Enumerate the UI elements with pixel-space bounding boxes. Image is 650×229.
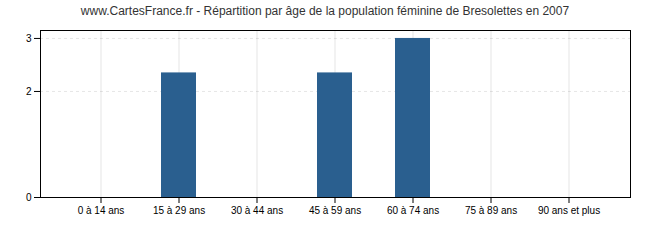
svg-text:2: 2 bbox=[26, 86, 32, 97]
svg-text:90 ans et plus: 90 ans et plus bbox=[538, 205, 600, 216]
html-text:www.CartesFrance.fr - Répartit: www.CartesFrance.fr - Répartition par âg… bbox=[80, 4, 570, 18]
svg-text:15 à 29 ans: 15 à 29 ans bbox=[153, 205, 205, 216]
svg-text:0 à 14 ans: 0 à 14 ans bbox=[78, 205, 125, 216]
svg-text:3: 3 bbox=[26, 33, 32, 44]
svg-text:0: 0 bbox=[26, 192, 32, 203]
svg-text:45 à 59 ans: 45 à 59 ans bbox=[309, 205, 361, 216]
svg-text:30 à 44 ans: 30 à 44 ans bbox=[231, 205, 283, 216]
svg-text:60 à 74 ans: 60 à 74 ans bbox=[387, 205, 439, 216]
svg-text:75 à 89 ans: 75 à 89 ans bbox=[465, 205, 517, 216]
